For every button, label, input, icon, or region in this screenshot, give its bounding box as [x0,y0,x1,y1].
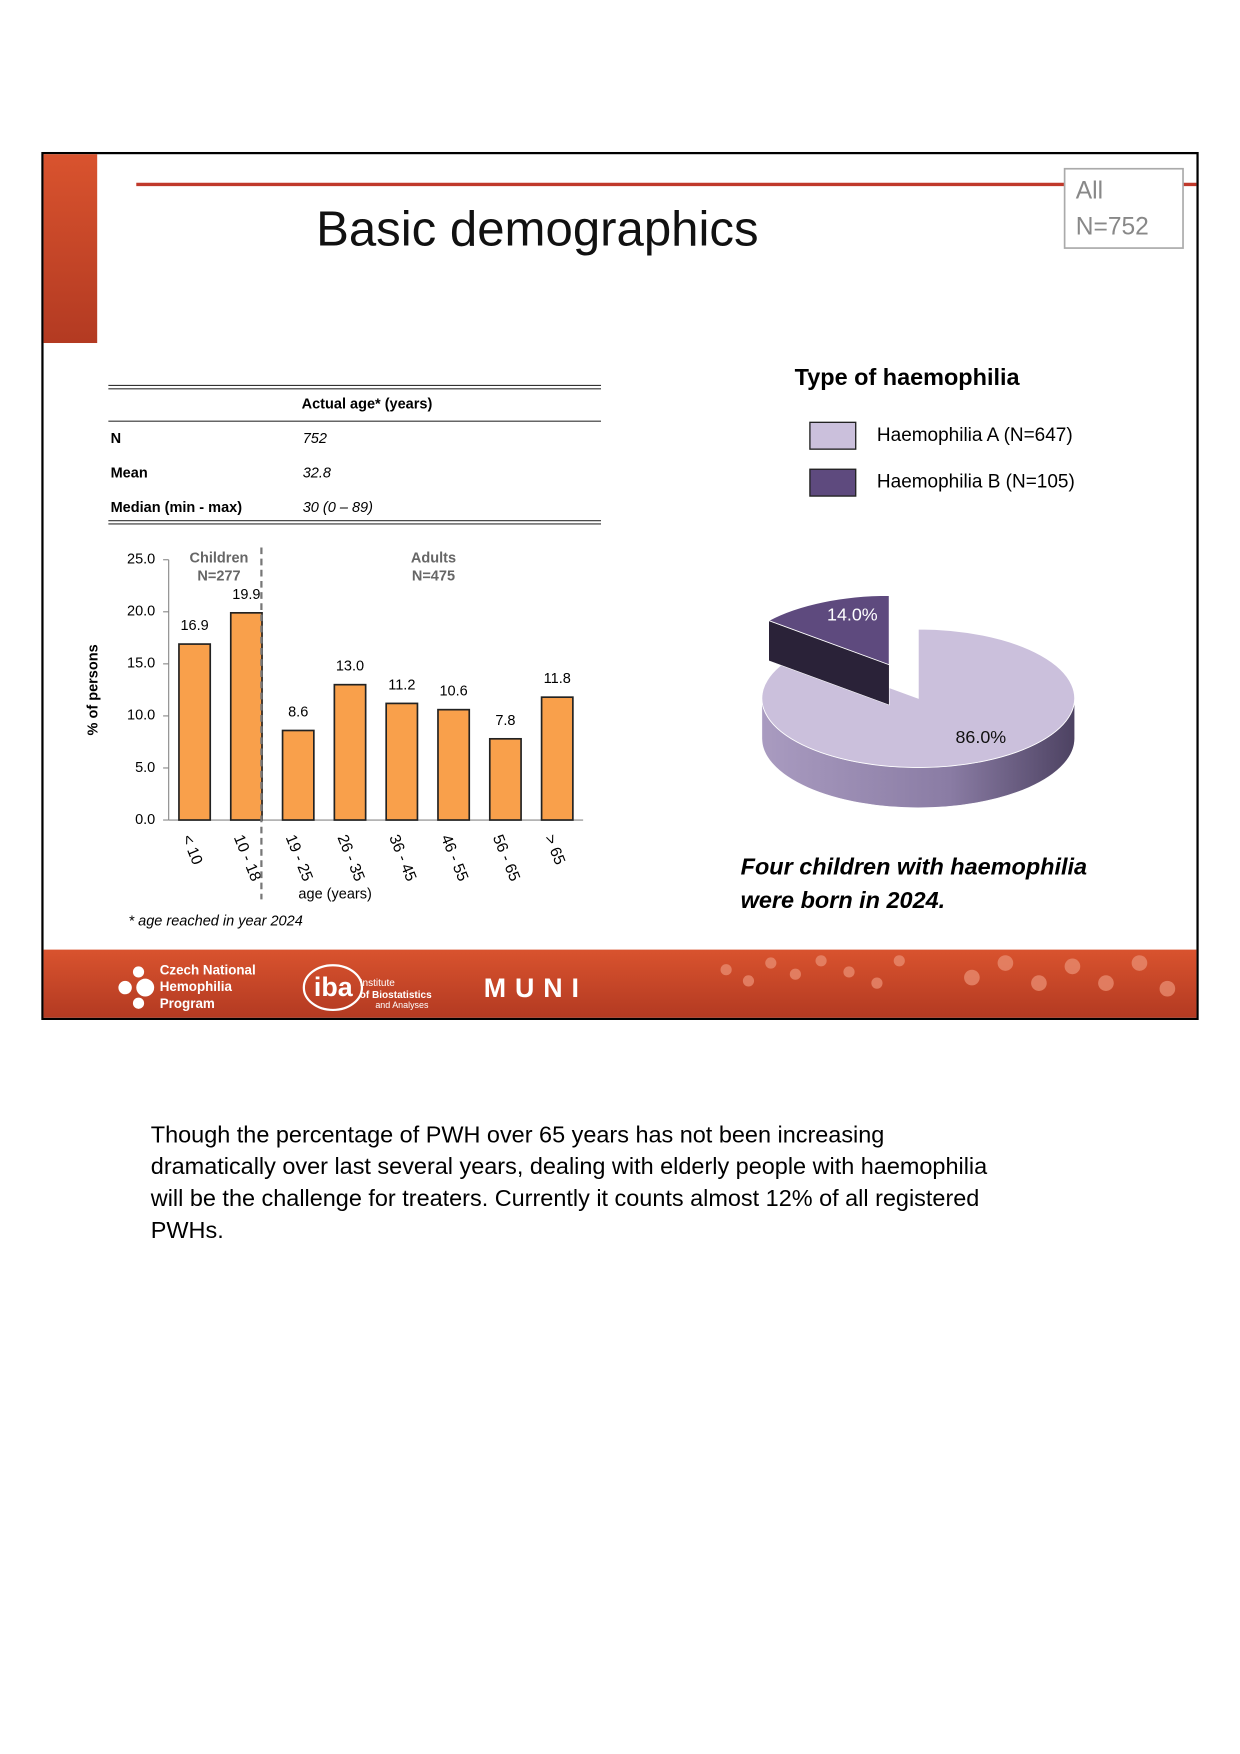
badge [1063,167,1184,249]
footnote: * age reached in year 2024 [128,914,302,930]
bar [229,611,263,821]
group-label: Adults [411,550,456,566]
pie-chart: Type of haemophilia Haemophilia A (N=647)… [761,364,1076,809]
row-value: 30 (0 – 89) [303,500,373,516]
value-label: 13.0 [336,659,364,675]
row-label: N [111,431,121,447]
x-axis-label: age (years) [298,887,371,903]
slide-title: Basic demographics [316,202,758,256]
paragraph-line: will be the challenge for treaters. Curr… [150,1185,980,1211]
y-tick-label: 15.0 [127,656,155,672]
value-label: 8.6 [288,704,308,720]
value-label: 14.0% [827,604,878,624]
value-label: 16.9 [180,618,208,634]
group-label: N=277 [197,568,240,584]
bar [281,729,315,821]
note: were born in 2024. [741,887,946,913]
accent-block [43,154,98,344]
group-label: N=475 [412,568,455,584]
logo-text: Program [160,996,215,1011]
note: Four children with haemophilia [741,853,1087,879]
bar [385,702,419,821]
bar [178,643,212,821]
value-label: 86.0% [956,727,1007,747]
y-axis-label: % of persons [86,644,102,735]
legend-swatch [809,421,857,450]
legend-swatch [809,468,857,497]
legend-label: Haemophilia A (N=647) [877,425,1073,446]
footer-dots [720,955,1176,997]
group-label: Children [190,550,249,566]
chart-title: Type of haemophilia [795,364,1021,390]
paragraph-line: Though the percentage of PWH over 65 yea… [151,1121,885,1147]
value-label: 19.9 [232,587,260,603]
logo-text: Hemophilia [160,979,233,994]
row-value: 32.8 [303,466,331,482]
value-label: 11.8 [544,671,571,687]
legend-label: Haemophilia B (N=105) [877,472,1075,493]
logo-text: of Biostatistics [360,990,432,1001]
value-label: 10.6 [439,684,467,700]
table-header: Actual age* (years) [302,396,433,412]
paragraph-line: PWHs. [151,1217,224,1243]
y-tick-label: 20.0 [127,604,155,620]
logo-text: Institute [360,978,396,989]
slide-frame [41,151,1199,1020]
bar [333,683,367,821]
row-label: Median (min - max) [111,500,243,516]
bar-chart: 0.0 5.0 10.0 15.0 20.0 25.0 % of persons age (y… [86,547,584,903]
pie-slice [761,628,1076,768]
value-label: 11.2 [388,677,415,693]
badge-text: All [1076,178,1103,205]
logo-text: and Analyses [375,1000,429,1010]
table-body: N 752 Mean 32.8 Median (min - max) 30 (0 – 89… [111,431,373,516]
logo-text: iba [314,972,354,1002]
y-tick-label: 5.0 [135,760,155,776]
logo-text: MUNI [484,973,588,1003]
paragraph-line: dramatically over last several years, de… [151,1153,988,1179]
badge-text: N=752 [1076,213,1149,240]
iba-logo: iba Institute of Biostatistics and Analy… [302,964,432,1012]
row-value: 752 [303,431,327,447]
value-label: 7.8 [495,713,515,729]
pie-slice [767,595,890,666]
cnhp-logo: Czech National Hemophilia Program [118,962,256,1011]
y-tick-label: 10.0 [127,708,155,724]
paragraph: Though the percentage of PWH over 65 yea… [150,1121,988,1243]
bar [437,708,471,821]
row-label: Mean [111,466,148,482]
logo-text: Czech National [160,962,256,977]
bar [488,737,522,821]
y-tick-label: 0.0 [135,812,155,828]
bar [540,696,574,821]
y-tick-label: 25.0 [127,552,155,568]
